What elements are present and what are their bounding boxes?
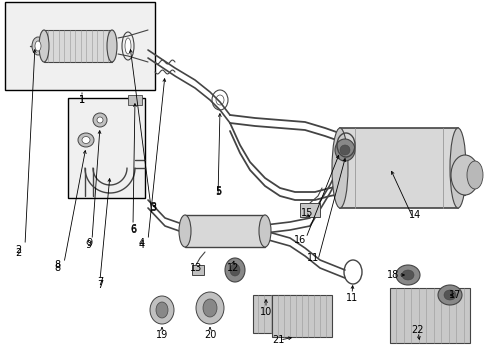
Bar [128,95,142,105]
Ellipse shape [203,299,217,317]
Bar [389,288,469,343]
Ellipse shape [437,285,461,305]
Text: 13: 13 [189,263,202,273]
Ellipse shape [82,136,90,144]
Text: 8: 8 [54,263,60,273]
Ellipse shape [39,30,49,62]
Text: 3: 3 [150,202,156,212]
Bar [5,2,155,90]
Ellipse shape [259,215,270,247]
Text: 15: 15 [300,208,312,218]
Text: 10: 10 [259,307,271,317]
Text: 22: 22 [411,325,424,335]
Bar [271,295,331,337]
Text: 4: 4 [139,240,145,250]
Ellipse shape [93,113,107,127]
Text: 7: 7 [97,280,103,290]
Ellipse shape [35,41,41,51]
Text: 7: 7 [97,277,103,287]
Ellipse shape [196,292,224,324]
Text: 1: 1 [79,95,85,105]
Ellipse shape [466,161,482,189]
Text: 5: 5 [214,187,221,197]
Text: 3: 3 [150,203,156,213]
Text: 17: 17 [448,290,460,300]
Ellipse shape [78,133,94,147]
Bar [252,295,307,333]
Bar [192,265,203,275]
Text: 2: 2 [15,248,21,258]
Text: 8: 8 [54,260,60,270]
Text: 16: 16 [293,235,305,245]
Text: 6: 6 [130,224,136,234]
Text: 9: 9 [85,240,91,250]
Text: 6: 6 [130,225,136,235]
Ellipse shape [450,155,478,195]
Ellipse shape [125,38,131,54]
Ellipse shape [224,258,244,282]
Ellipse shape [156,302,168,318]
Text: 12: 12 [226,263,239,273]
Ellipse shape [401,270,413,280]
Text: 2: 2 [15,245,21,255]
Ellipse shape [395,265,419,285]
Text: 5: 5 [214,186,221,196]
Ellipse shape [107,30,117,62]
Text: 9: 9 [86,238,92,248]
Text: 18: 18 [386,270,398,280]
Ellipse shape [334,139,354,161]
Text: 14: 14 [408,210,420,220]
Bar [184,215,264,247]
Bar [44,30,112,62]
Text: 4: 4 [139,238,145,248]
Ellipse shape [229,264,240,276]
Text: 11: 11 [306,253,319,263]
Ellipse shape [331,128,347,208]
Ellipse shape [32,37,44,55]
Ellipse shape [443,290,455,300]
Text: 1: 1 [79,95,85,105]
Text: 20: 20 [203,330,216,340]
Ellipse shape [150,296,174,324]
Text: 19: 19 [156,330,168,340]
Bar [68,98,145,198]
Bar [339,128,457,208]
Ellipse shape [449,128,465,208]
Ellipse shape [339,145,349,155]
Ellipse shape [97,117,103,123]
Ellipse shape [179,215,191,247]
Bar [299,203,319,217]
Text: 21: 21 [271,335,284,345]
Text: 11: 11 [345,293,357,303]
